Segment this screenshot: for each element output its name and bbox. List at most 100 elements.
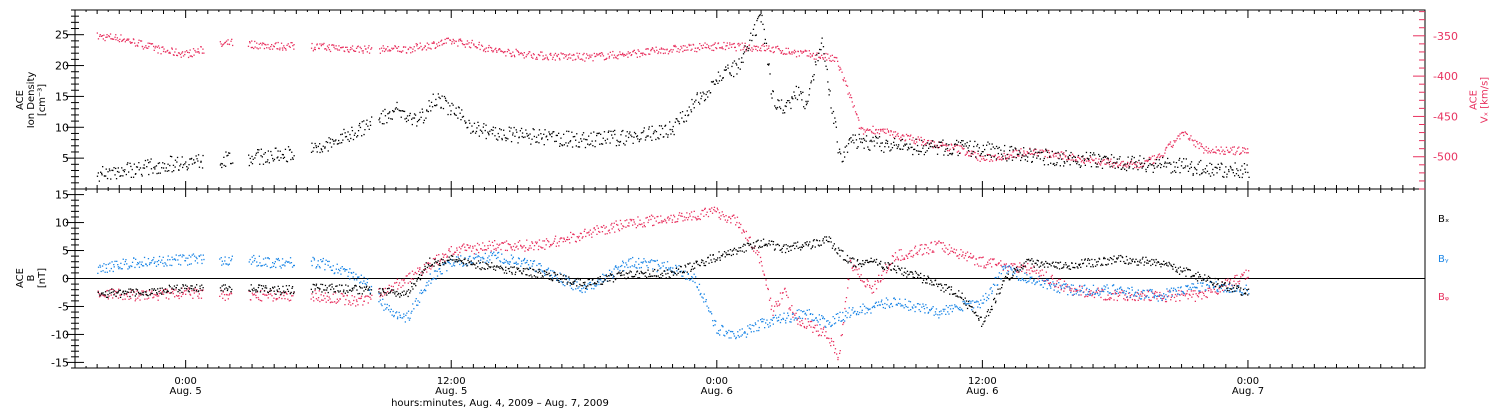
- bz-series-point: [533, 249, 534, 250]
- bz-series-point: [926, 252, 927, 253]
- bz-series-point: [227, 294, 228, 295]
- vx-series-point: [1246, 152, 1247, 153]
- bz-series-point: [361, 296, 362, 297]
- by-series-point: [337, 272, 338, 273]
- bz-series-point: [926, 244, 927, 245]
- vx-series-point: [1045, 156, 1046, 157]
- bz-series-point: [719, 212, 720, 213]
- ion-density-series-point: [777, 107, 778, 108]
- bz-series-point: [345, 299, 346, 300]
- vx-series-point: [740, 44, 741, 45]
- by-series-point: [178, 264, 179, 265]
- vx-series-point: [618, 54, 619, 55]
- bz-series-point: [642, 226, 643, 227]
- vx-series-point: [428, 47, 429, 48]
- ion-density-series-point: [468, 120, 469, 121]
- ion-density-series-point: [707, 91, 708, 92]
- ion-density-series-point: [951, 154, 952, 155]
- by-series-point: [356, 279, 357, 280]
- vx-series-point: [1221, 147, 1222, 148]
- bz-series-point: [514, 250, 515, 251]
- by-series-point: [575, 288, 576, 289]
- bz-series-point: [618, 229, 619, 230]
- bz-series-point: [850, 261, 851, 262]
- bz-series-point: [524, 251, 525, 252]
- ion-density-series-point: [736, 64, 737, 65]
- vx-series-point: [691, 49, 692, 50]
- vx-series-point: [565, 56, 566, 57]
- vx-series-point: [1185, 132, 1186, 133]
- vx-series-point: [790, 53, 791, 54]
- bz-series-point: [873, 292, 874, 293]
- bz-series-point: [1018, 266, 1019, 267]
- ion-density-series-point: [568, 131, 569, 132]
- by-series-point: [262, 265, 263, 266]
- ion-density-series-point: [345, 132, 346, 133]
- by-series-point: [319, 266, 320, 267]
- vx-series-point: [1229, 151, 1230, 152]
- bz-series-point: [677, 218, 678, 219]
- by-series-point: [125, 261, 126, 262]
- bz-series-point: [347, 295, 348, 296]
- vx-series-point: [183, 55, 184, 56]
- ion-density-series-point: [1108, 158, 1109, 159]
- ion-density-series-point: [676, 118, 677, 119]
- bz-series-point: [914, 247, 915, 248]
- bz-series-point: [493, 245, 494, 246]
- vx-series-point: [278, 42, 279, 43]
- ion-density-series-point: [665, 125, 666, 126]
- bz-series-point: [371, 295, 372, 296]
- bz-series-point: [504, 242, 505, 243]
- vx-series-point: [253, 48, 254, 49]
- ion-density-series-point: [991, 157, 992, 158]
- bz-series-point: [652, 216, 653, 217]
- bz-series-point: [1201, 298, 1202, 299]
- bz-series-point: [343, 295, 344, 296]
- vx-series-point: [805, 50, 806, 51]
- ion-density-series-point: [198, 154, 199, 155]
- vx-series-point: [1091, 159, 1092, 160]
- ion-density-series-point: [691, 111, 692, 112]
- vx-series-point: [665, 53, 666, 54]
- vx-series-point: [153, 46, 154, 47]
- bz-series-point: [792, 312, 793, 313]
- ion-density-series-point: [382, 110, 383, 111]
- by-series-point: [281, 267, 282, 268]
- vx-series-point: [592, 60, 593, 61]
- ion-density-series-point: [156, 165, 157, 166]
- bz-series-point: [1124, 294, 1125, 295]
- ion-density-series-point: [701, 96, 702, 97]
- ion-density-series-point: [565, 142, 566, 143]
- bz-series-point: [176, 295, 177, 296]
- bz-series-point: [599, 232, 600, 233]
- vx-series-point: [104, 40, 105, 41]
- bz-series-point: [1029, 273, 1030, 274]
- vx-series-point: [683, 45, 684, 46]
- ion-density-series-point: [132, 169, 133, 170]
- ion-density-series-point: [1169, 162, 1170, 163]
- bz-series-point: [645, 217, 646, 218]
- vx-series-point: [162, 46, 163, 47]
- bz-series-point: [448, 250, 449, 251]
- bz-series-point: [1194, 290, 1195, 291]
- by-series-point: [116, 261, 117, 262]
- vx-series-point: [386, 48, 387, 49]
- by-series-point: [576, 281, 577, 282]
- ion-density-series-point: [124, 171, 125, 172]
- bz-series-point: [1171, 297, 1172, 298]
- ion-density-series-point: [202, 167, 203, 168]
- vx-series-point: [613, 57, 614, 58]
- ion-density-series-point: [273, 160, 274, 161]
- bz-series-point: [270, 293, 271, 294]
- bz-series-point: [847, 287, 848, 288]
- vx-series-point: [504, 51, 505, 52]
- bz-series-point: [1040, 270, 1041, 271]
- vx-series-point: [1133, 162, 1134, 163]
- bz-series-point: [837, 357, 838, 358]
- vx-series-point: [1206, 150, 1207, 151]
- vx-series-point: [1066, 159, 1067, 160]
- ion-density-series-point: [1058, 158, 1059, 159]
- by-series-point: [163, 266, 164, 267]
- ion-density-series-point: [188, 168, 189, 169]
- bz-series-point: [319, 290, 320, 291]
